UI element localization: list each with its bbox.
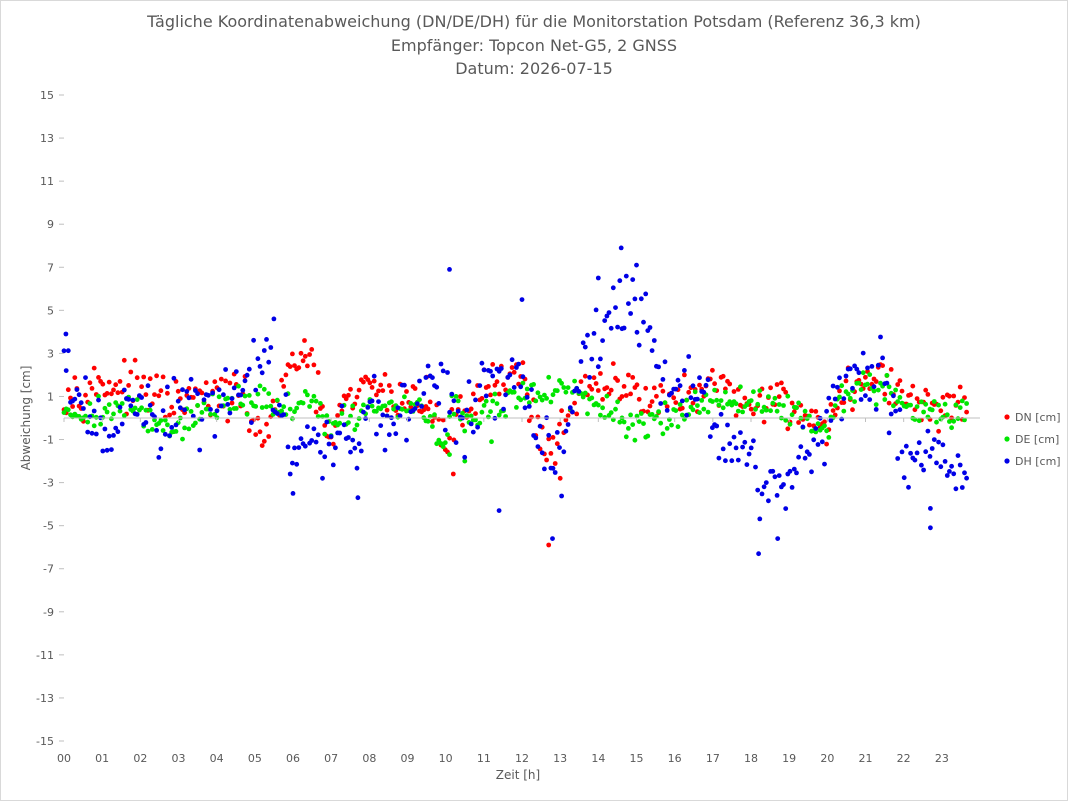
chart-title-line-1: Tägliche Koordinatenabweichung (DN/DE/DH… (147, 12, 921, 31)
chart-title-line-2: Empfänger: Topcon Net-G5, 2 GNSS (390, 36, 678, 55)
chart-title-line-3: Datum: 2026-07-15 (455, 59, 613, 78)
